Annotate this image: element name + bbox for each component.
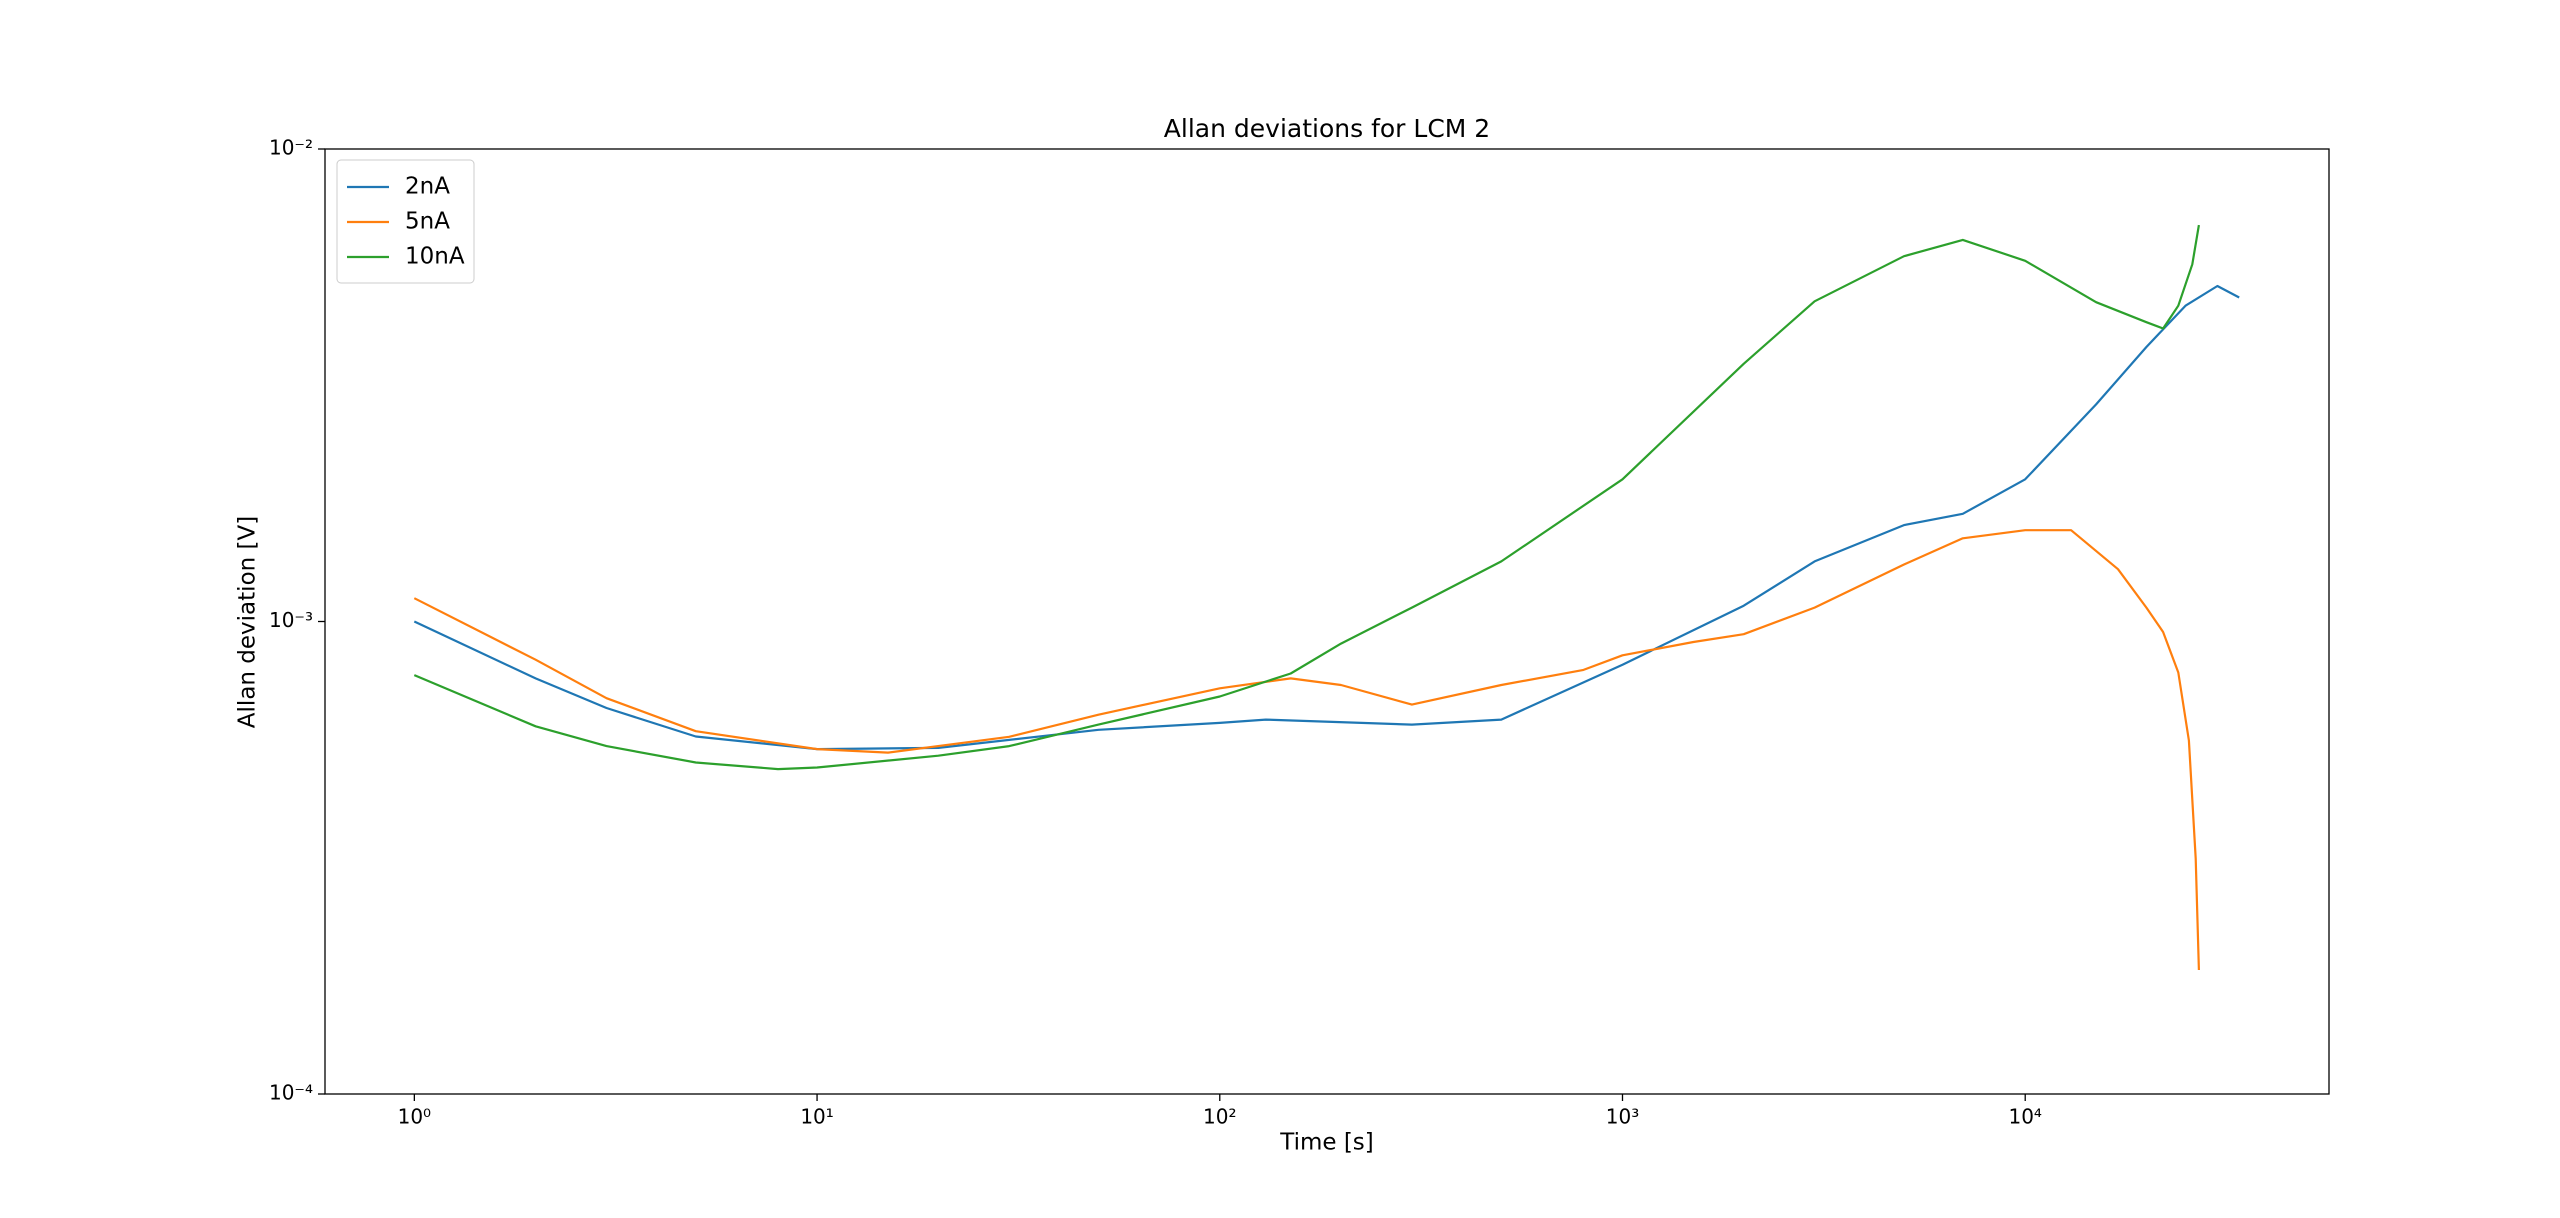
plot-frame: [324, 148, 2330, 1095]
chart-title: Allan deviations for LCM 2: [1164, 114, 1490, 143]
x-tick-label: 10⁴: [2008, 1105, 2041, 1129]
y-tick-label: 10⁻³: [269, 608, 313, 632]
y-tick-label: 10⁻²: [269, 136, 313, 160]
legend-label: 10nA: [405, 244, 465, 270]
x-axis-label: Time [s]: [1279, 1130, 1374, 1156]
series-line: [413, 529, 2200, 971]
series-line: [413, 284, 2240, 751]
x-tick-label: 10³: [1606, 1105, 1639, 1129]
x-tick-label: 10¹: [800, 1105, 833, 1129]
x-tick-label: 10²: [1203, 1105, 1236, 1129]
legend-label: 2nA: [405, 174, 450, 200]
legend-label: 5nA: [405, 209, 450, 235]
x-tick-label: 10⁰: [398, 1105, 431, 1129]
legend-box: [336, 159, 475, 284]
series-line: [413, 224, 2200, 771]
y-tick-label: 10⁻⁴: [269, 1081, 313, 1105]
y-axis-label: Allan deviation [V]: [235, 516, 261, 728]
